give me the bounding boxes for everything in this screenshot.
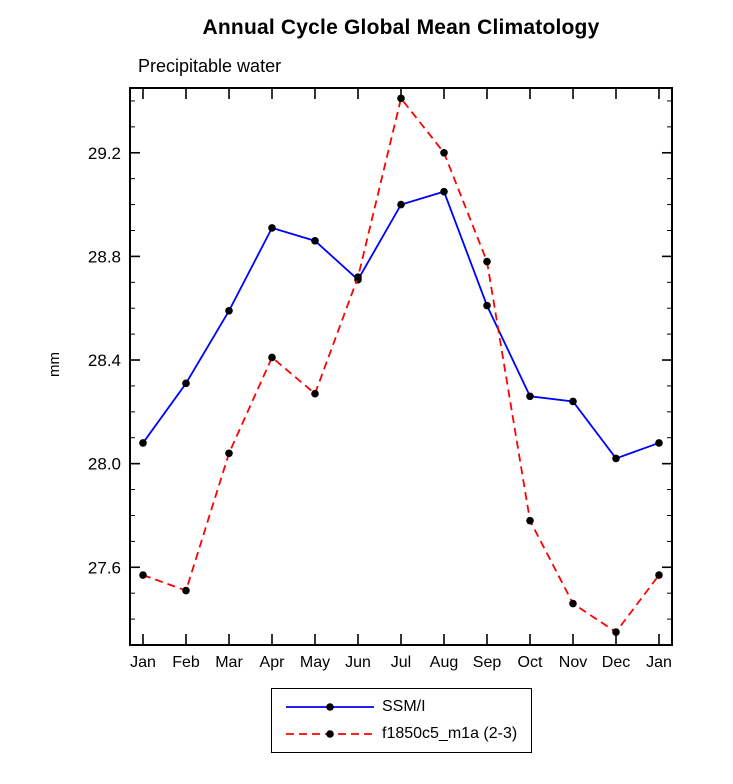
chart-subtitle: Precipitable water [138, 56, 282, 76]
legend-solid-line-sample [286, 703, 374, 711]
legend-label-ssmi: SSM/I [382, 698, 426, 715]
svg-text:Oct: Oct [518, 654, 543, 671]
svg-text:Jan: Jan [130, 654, 156, 671]
legend-item-model: f1850c5_m1a (2-3) [284, 723, 517, 745]
legend-dashed-line-sample [286, 730, 374, 738]
svg-text:Apr: Apr [260, 654, 286, 671]
svg-text:Jul: Jul [391, 654, 411, 671]
svg-text:Aug: Aug [430, 654, 458, 671]
chart-title: Annual Cycle Global Mean Climatology [202, 16, 600, 39]
svg-text:Mar: Mar [215, 654, 243, 671]
svg-text:May: May [300, 654, 330, 671]
svg-text:28.0: 28.0 [88, 455, 121, 474]
svg-text:Jun: Jun [345, 654, 371, 671]
svg-text:Dec: Dec [602, 654, 630, 671]
legend-label-model: f1850c5_m1a (2-3) [382, 725, 518, 742]
legend-item-ssmi: SSM/I [284, 696, 517, 718]
svg-text:29.2: 29.2 [88, 144, 121, 163]
svg-text:28.4: 28.4 [88, 351, 121, 370]
svg-text:Jan: Jan [646, 654, 672, 671]
svg-text:Feb: Feb [172, 654, 200, 671]
svg-text:Sep: Sep [473, 654, 502, 671]
svg-text:Nov: Nov [559, 654, 587, 671]
svg-text:28.8: 28.8 [88, 247, 121, 266]
legend: SSM/I f1850c5_m1a (2-3) [271, 688, 533, 753]
svg-text:27.6: 27.6 [88, 558, 121, 577]
